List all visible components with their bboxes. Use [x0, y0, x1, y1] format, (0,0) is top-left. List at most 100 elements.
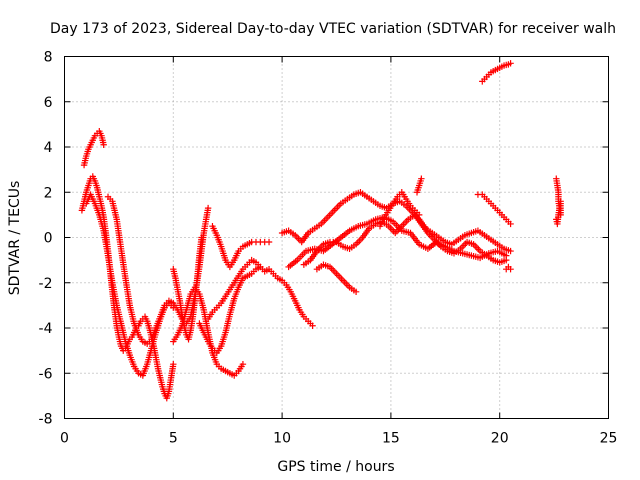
- data-point: [455, 236, 462, 243]
- data-point: [200, 306, 207, 314]
- data-point: [407, 202, 414, 210]
- data-point: [278, 229, 286, 237]
- data-point: [461, 232, 469, 239]
- data-point: [494, 241, 501, 248]
- data-point: [476, 247, 484, 255]
- data-point: [96, 211, 103, 219]
- data-point: [213, 304, 221, 311]
- data-point: [87, 141, 94, 148]
- data-point: [200, 229, 207, 237]
- data-point: [139, 338, 147, 345]
- data-point: [344, 195, 351, 203]
- data-point: [159, 383, 166, 391]
- data-point: [165, 388, 173, 395]
- data-point: [326, 263, 334, 271]
- data-point: [209, 345, 216, 352]
- data-point: [479, 191, 486, 198]
- series-track-m: [315, 262, 358, 294]
- data-point: [285, 263, 292, 271]
- data-point: [487, 69, 495, 76]
- data-point: [148, 336, 155, 343]
- data-point: [394, 193, 401, 200]
- data-point: [261, 268, 268, 275]
- data-point: [196, 252, 203, 259]
- data-point: [83, 189, 90, 196]
- data-point: [481, 232, 488, 239]
- data-point: [435, 234, 442, 241]
- data-point: [418, 220, 425, 228]
- y-axis-label: SDTVAR / TECUs: [7, 181, 23, 296]
- data-point: [270, 270, 277, 277]
- data-point: [170, 338, 177, 345]
- data-point: [170, 361, 177, 368]
- data-point: [89, 173, 96, 180]
- data-point: [346, 284, 353, 291]
- data-point: [339, 277, 347, 284]
- data-point: [187, 327, 194, 334]
- grid: [64, 56, 609, 419]
- data-point: [217, 365, 225, 372]
- data-point: [357, 189, 364, 196]
- data-point: [381, 213, 388, 221]
- data-point: [370, 198, 377, 205]
- y-tick-label-8: 8: [44, 50, 53, 66]
- data-point: [183, 306, 190, 314]
- data-point: [178, 322, 186, 329]
- data-point: [487, 236, 495, 243]
- data-point: [91, 177, 99, 185]
- data-point: [557, 198, 564, 205]
- data-point: [311, 225, 318, 232]
- data-point: [479, 78, 486, 85]
- data-point: [415, 241, 423, 248]
- data-point: [507, 220, 514, 228]
- data-point: [463, 238, 471, 246]
- data-point: [415, 182, 423, 189]
- data-point: [85, 146, 92, 153]
- data-point: [98, 202, 105, 210]
- data-point: [152, 354, 160, 361]
- data-point: [468, 252, 475, 259]
- data-point: [298, 238, 305, 246]
- data-point: [80, 161, 88, 169]
- data-point: [244, 241, 251, 248]
- data-point: [363, 193, 371, 200]
- data-point: [135, 370, 142, 377]
- x-tick-label-1: 5: [169, 431, 178, 447]
- data-point: [483, 73, 490, 81]
- y-tick-label-4: 0: [44, 231, 53, 247]
- data-point: [265, 265, 273, 273]
- data-point: [350, 191, 358, 198]
- data-point: [313, 265, 321, 273]
- data-point: [117, 245, 125, 253]
- data-point: [239, 265, 247, 273]
- data-point: [174, 331, 181, 338]
- data-point: [376, 202, 384, 210]
- data-point: [196, 320, 203, 327]
- data-point: [346, 245, 353, 253]
- data-point: [213, 232, 221, 239]
- x-tick-label-4: 20: [491, 431, 509, 447]
- data-point: [189, 313, 197, 320]
- data-point: [222, 367, 229, 375]
- data-point: [333, 270, 340, 277]
- data-point: [191, 295, 199, 302]
- data-point: [109, 198, 116, 205]
- data-point: [300, 261, 308, 268]
- data-point: [405, 216, 412, 223]
- data-point: [96, 127, 103, 135]
- data-point: [244, 261, 251, 268]
- data-point: [91, 200, 99, 207]
- data-point: [148, 345, 155, 352]
- data-point: [494, 247, 501, 255]
- data-point: [217, 299, 225, 307]
- data-point: [320, 241, 327, 248]
- data-point: [117, 320, 125, 327]
- data-point: [252, 259, 260, 266]
- data-point: [274, 275, 281, 282]
- data-point: [109, 279, 116, 286]
- data-point: [296, 306, 303, 314]
- data-point: [291, 232, 299, 239]
- data-point: [415, 211, 423, 219]
- data-point: [483, 252, 490, 259]
- data-point: [402, 195, 410, 203]
